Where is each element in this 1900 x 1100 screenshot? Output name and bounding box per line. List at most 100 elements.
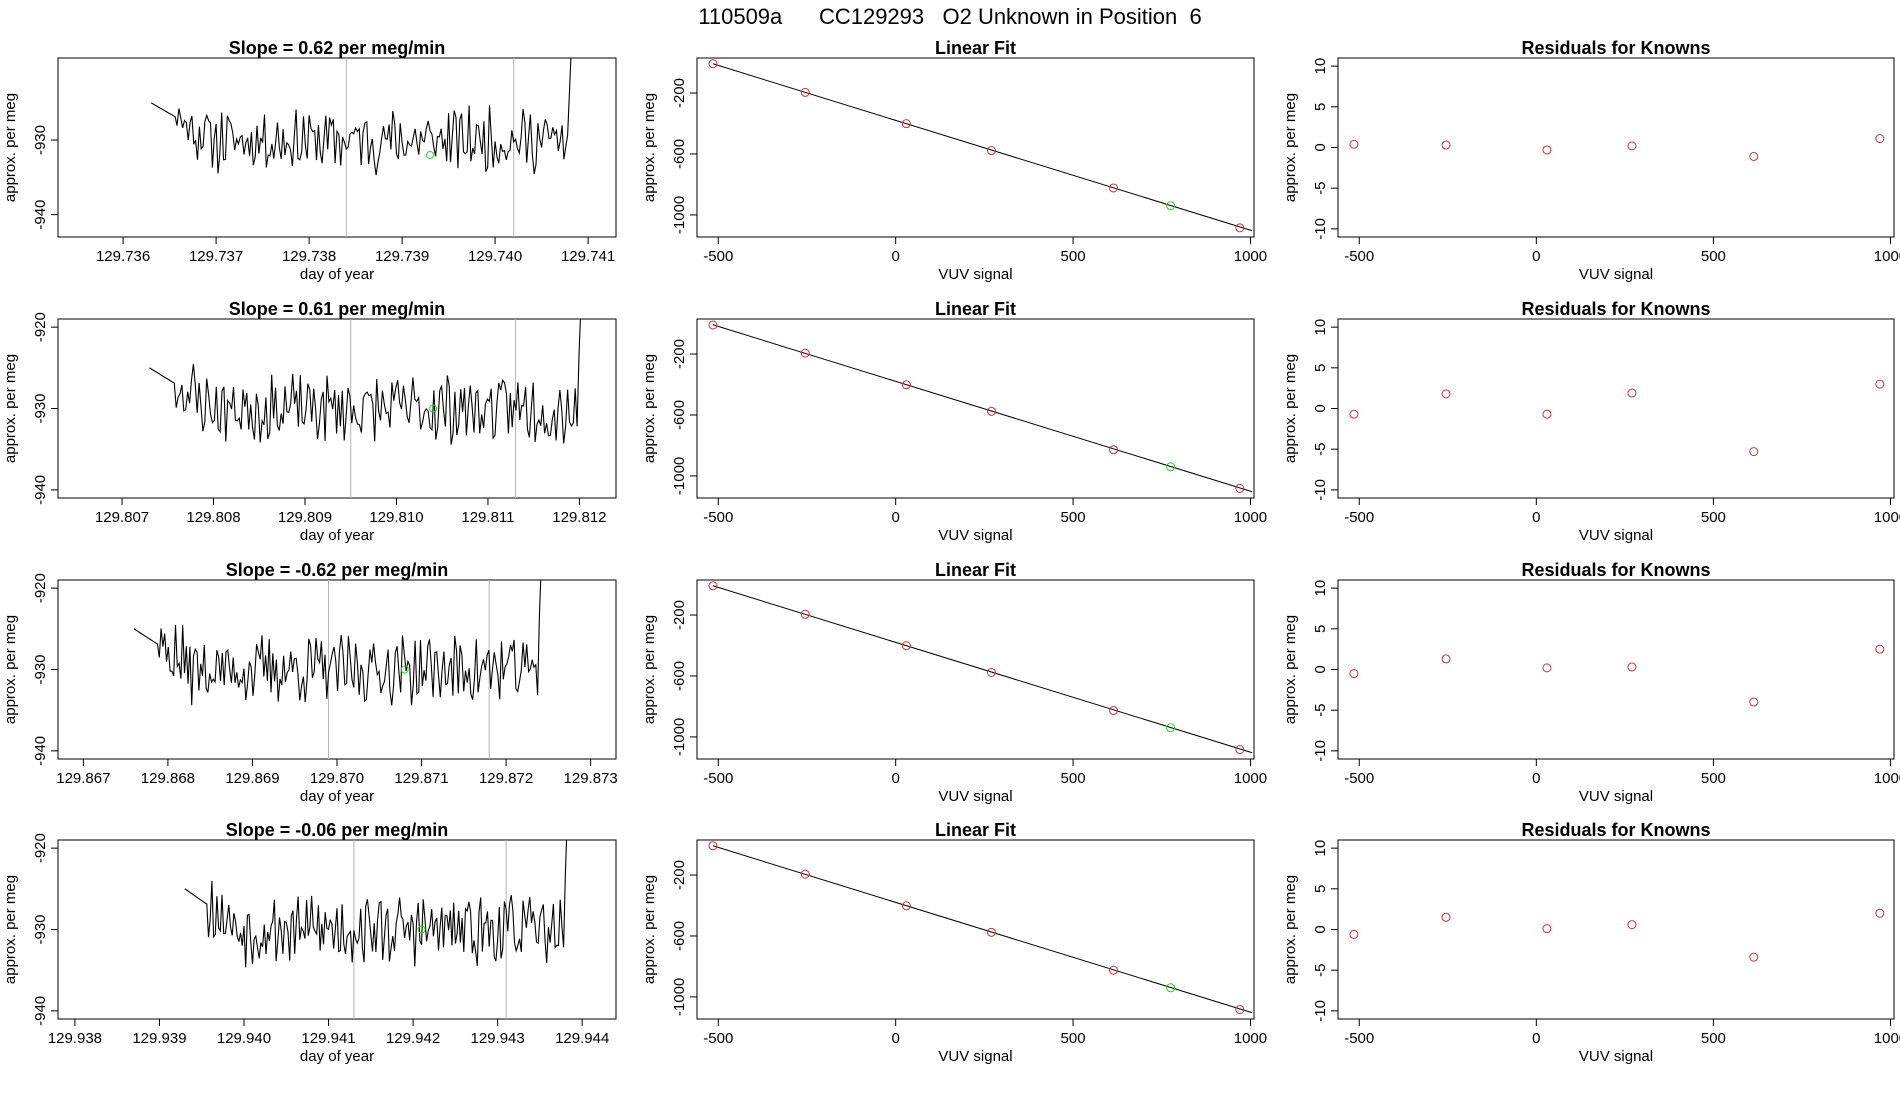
y-tick-label: -200: [671, 600, 688, 630]
known-point: [1109, 706, 1119, 716]
x-tick-label: 129.870: [310, 770, 364, 787]
known-point: [1235, 745, 1245, 755]
x-tick-label: 129.939: [132, 1030, 186, 1047]
known-point: [800, 609, 810, 619]
y-axis-label: approx. per meg: [641, 354, 658, 463]
x-tick-label: 129.943: [471, 1030, 525, 1047]
y-axis-label: approx. per meg: [1282, 93, 1299, 202]
plot-frame: [1337, 839, 1895, 1020]
known-point: [1441, 140, 1451, 150]
x-tick-label: 0: [1532, 509, 1540, 526]
x-tick-label: 1000: [1234, 1030, 1267, 1047]
y-tick-label: -5: [1312, 964, 1329, 977]
x-tick-label: 129.812: [552, 509, 606, 526]
panel-residuals-2: Residuals for Knowns -500 0 500 1000 10 5 0 -5 -1…: [1282, 299, 1900, 544]
x-axis-label: VUV signal: [1579, 527, 1653, 544]
x-tick-label: 0: [1532, 1030, 1540, 1047]
panel-time-series-2: Slope = 0.61 per meg/min 129.807 129.808 12…: [2, 299, 617, 544]
known-point: [901, 641, 911, 651]
y-tick-label: -10: [1312, 218, 1329, 240]
panel-linear-fit-4: Linear Fit -500 0 500 1000 -200 -600 -1000 VUV s…: [641, 820, 1267, 1065]
x-tick-label: 1000: [1874, 1030, 1900, 1047]
y-tick-label: -10: [1312, 740, 1329, 762]
y-tick-label: -5: [1312, 182, 1329, 195]
panel-title: Slope = -0.62 per meg/min: [226, 560, 449, 580]
x-tick-label: -500: [1344, 770, 1374, 787]
known-point: [1235, 483, 1245, 493]
x-tick-label: 129.807: [95, 509, 149, 526]
unknown-point: [1166, 983, 1176, 993]
y-tick-label: 0: [1312, 404, 1329, 412]
plot-frame: [696, 57, 1255, 238]
x-axis-label: VUV signal: [938, 788, 1012, 805]
y-tick-label: 0: [1312, 925, 1329, 933]
panel-time-series-4: Slope = -0.06 per meg/min 129.938 129.939 1…: [2, 820, 617, 1065]
y-tick-label: -600: [671, 139, 688, 169]
plot-area: [1349, 644, 1885, 707]
y-tick-label: -10: [1312, 1000, 1329, 1022]
x-tick-label: 500: [1061, 509, 1086, 526]
panel-time-series-1: Slope = 0.62 per meg/min 129.736 129.737 12…: [2, 38, 617, 283]
plot-area: [1349, 908, 1885, 962]
known-point: [901, 380, 911, 390]
known-point: [1349, 669, 1359, 679]
x-tick-label: 1000: [1874, 248, 1900, 265]
plot-area: [150, 58, 572, 237]
known-point: [1349, 139, 1359, 149]
x-tick-label: 129.872: [479, 770, 533, 787]
x-tick-label: 129.736: [96, 248, 150, 265]
known-point: [1349, 409, 1359, 419]
x-tick-label: -500: [1344, 509, 1374, 526]
known-point: [986, 406, 996, 416]
x-tick-label: 500: [1701, 509, 1726, 526]
known-point: [1627, 388, 1637, 398]
x-tick-label: 129.940: [217, 1030, 271, 1047]
known-point: [901, 901, 911, 911]
known-point: [800, 348, 810, 358]
y-tick-label: 5: [1312, 625, 1329, 633]
panel-title: Residuals for Knowns: [1521, 560, 1710, 580]
panel-linear-fit-2: Linear Fit -500 0 500 1000 -200 -600 -1000 VUV s…: [641, 299, 1267, 544]
x-tick-label: 129.944: [555, 1030, 609, 1047]
plot-area: [133, 580, 542, 759]
y-tick-label: -920: [32, 573, 49, 603]
x-tick-label: 129.867: [56, 770, 110, 787]
x-tick-label: 129.810: [369, 509, 423, 526]
time-series-line: [133, 580, 542, 706]
x-axis-label: day of year: [300, 527, 374, 544]
known-point: [1542, 924, 1552, 934]
panel-residuals-4: Residuals for Knowns -500 0 500 1000 10 5 0 -5 -1…: [1282, 820, 1900, 1065]
x-tick-label: 0: [892, 1030, 900, 1047]
y-axis-label: approx. per meg: [2, 875, 19, 984]
x-axis-label: day of year: [300, 1048, 374, 1065]
x-tick-label: 500: [1061, 248, 1086, 265]
known-point: [708, 320, 718, 330]
x-tick-label: 129.871: [394, 770, 448, 787]
y-tick-label: -1000: [671, 978, 688, 1016]
x-axis-label: day of year: [300, 266, 374, 283]
plot-frame: [1337, 318, 1895, 499]
y-axis-label: approx. per meg: [1282, 354, 1299, 463]
y-axis-label: approx. per meg: [1282, 615, 1299, 724]
known-point: [708, 59, 718, 69]
y-tick-label: -600: [671, 921, 688, 951]
x-tick-label: -500: [703, 248, 733, 265]
x-tick-label: 1000: [1874, 770, 1900, 787]
panel-linear-fit-3: Linear Fit -500 0 500 1000 -200 -600 -1000 VUV s…: [641, 560, 1267, 805]
unknown-point: [429, 404, 438, 413]
known-point: [708, 841, 718, 851]
plot-area: [1349, 379, 1885, 457]
y-tick-label: -920: [32, 833, 49, 863]
fit-line: [712, 63, 1253, 232]
known-point: [1749, 447, 1759, 457]
known-point: [1542, 145, 1552, 155]
x-tick-label: 1000: [1234, 509, 1267, 526]
y-axis-label: approx. per meg: [1282, 875, 1299, 984]
x-axis-label: VUV signal: [1579, 266, 1653, 283]
y-tick-label: -940: [32, 736, 49, 766]
known-point: [1749, 151, 1759, 161]
x-tick-label: 129.737: [189, 248, 243, 265]
unknown-point: [400, 665, 409, 674]
plot-frame: [696, 839, 1255, 1020]
known-point: [708, 581, 718, 591]
